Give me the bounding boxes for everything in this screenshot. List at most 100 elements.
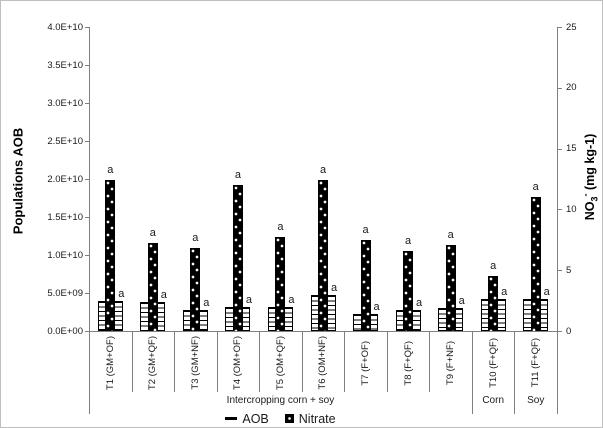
category-label: T9 (F+NF) bbox=[429, 334, 472, 392]
nitrate-bar bbox=[403, 250, 414, 331]
nitrate-sig-label: a bbox=[234, 169, 241, 182]
left-axis-tick-label: 1.0E+10 bbox=[47, 249, 83, 261]
left-axis-line bbox=[89, 27, 90, 331]
axis-group-label: Intercropping corn + soy bbox=[226, 395, 335, 406]
left-axis-tick-label: 1.5E+10 bbox=[47, 211, 83, 223]
category-separator-line bbox=[131, 331, 133, 392]
aob-sig-label: a bbox=[543, 286, 550, 299]
nitrate-sig-label: a bbox=[362, 223, 369, 236]
category-separator-line bbox=[386, 331, 388, 392]
right-axis-tick-mark bbox=[558, 148, 562, 150]
category-separator-line bbox=[301, 331, 303, 392]
aob-sig-label: a bbox=[118, 288, 125, 301]
nitrate-bar bbox=[275, 237, 286, 331]
category-label: T10 (F+QF) bbox=[472, 334, 515, 392]
category-label: T3 (GM+NF) bbox=[174, 334, 217, 392]
nitrate-sig-label: a bbox=[319, 164, 327, 177]
category-label: T6 (OM+NF) bbox=[302, 334, 345, 392]
left-axis-tick-label: 0.0E+00 bbox=[47, 325, 83, 337]
category-separator-line bbox=[344, 331, 346, 392]
category-separator-line bbox=[89, 331, 90, 414]
nitrate-sig-label: a bbox=[447, 228, 454, 241]
right-axis-tick-label: 5 bbox=[566, 264, 572, 276]
legend-label-aob: AOB bbox=[242, 411, 269, 426]
x-axis-line bbox=[87, 331, 561, 332]
left-axis-tick-label: 2.0E+10 bbox=[47, 173, 83, 185]
nitrate-bar bbox=[530, 197, 541, 331]
aob-sig-label: a bbox=[373, 301, 380, 314]
left-axis-tick-mark bbox=[85, 103, 89, 104]
category-label: T8 (F+QF) bbox=[387, 334, 430, 392]
category-separator-line bbox=[259, 331, 261, 392]
left-axis-tick-mark bbox=[85, 217, 89, 218]
category-label-text: T8 (F+QF) bbox=[402, 340, 414, 386]
nitrate-sig-label: a bbox=[490, 260, 497, 273]
right-axis-tick-label: 25 bbox=[566, 21, 577, 33]
aob-sig-label: a bbox=[245, 293, 252, 306]
left-axis-tick-mark bbox=[85, 27, 89, 28]
axis-group-label: Corn bbox=[482, 395, 505, 406]
legend-item-nitrate: Nitrate bbox=[284, 411, 336, 426]
nitrate-sig-label: a bbox=[149, 227, 156, 240]
left-axis-tick-label: 5.0E+09 bbox=[47, 287, 83, 299]
aob-sig-label: a bbox=[288, 293, 295, 306]
left-axis-tick-mark bbox=[85, 331, 89, 332]
right-axis-tick-label: 15 bbox=[566, 143, 577, 155]
axis-group-label: Soy bbox=[527, 395, 545, 406]
category-label-text: T1 (GM+OF) bbox=[104, 335, 116, 391]
category-label-text: T10 (F+QF) bbox=[487, 338, 499, 388]
category-label: T11 (F+QF) bbox=[514, 334, 557, 392]
category-label-text: T2 (GM+QF) bbox=[147, 335, 159, 391]
category-label: T2 (GM+QF) bbox=[132, 334, 175, 392]
nitrate-sig-label: a bbox=[107, 164, 114, 177]
category-label-text: T9 (F+NF) bbox=[445, 340, 457, 386]
category-label-text: T5 (OM+QF) bbox=[274, 335, 286, 391]
nitrate-bar bbox=[488, 276, 499, 331]
category-label-text: T4 (OM+OF) bbox=[232, 335, 244, 391]
category-separator-line bbox=[557, 331, 558, 414]
right-axis-tick-mark bbox=[558, 87, 562, 89]
left-axis-tick-label: 4.0E+10 bbox=[47, 21, 83, 33]
nitrate-sig-label: a bbox=[532, 181, 539, 194]
right-axis-tick-label: 10 bbox=[566, 203, 577, 215]
right-axis-tick-mark bbox=[558, 270, 562, 272]
category-separator-line bbox=[216, 331, 218, 392]
right-axis-tick-mark bbox=[558, 27, 562, 28]
aob-sig-label: a bbox=[203, 297, 210, 310]
right-axis-tick-label: 0 bbox=[566, 325, 572, 337]
aob-sig-label: a bbox=[501, 286, 508, 299]
left-axis-tick-mark bbox=[85, 65, 89, 66]
nitrate-sig-label: a bbox=[192, 232, 199, 245]
aob-sig-label: a bbox=[160, 289, 167, 302]
category-label-text: T6 (OM+NF) bbox=[317, 336, 329, 390]
nitrate-sig-label: a bbox=[277, 221, 284, 234]
right-axis-tick-mark bbox=[558, 209, 562, 211]
category-label: T7 (F+OF) bbox=[344, 334, 387, 392]
right-axis-tick-label: 20 bbox=[566, 82, 577, 94]
legend-item-aob: AOB bbox=[225, 411, 269, 426]
left-axis-tick-label: 2.5E+10 bbox=[47, 135, 83, 147]
category-separator-line bbox=[429, 331, 431, 392]
aob-sig-label: a bbox=[458, 295, 465, 308]
legend-label-nitrate: Nitrate bbox=[298, 411, 336, 426]
right-axis-tick-mark bbox=[558, 331, 562, 332]
nitrate-bar bbox=[105, 180, 116, 331]
nitrate-sig-label: a bbox=[405, 234, 412, 247]
left-axis-tick-mark bbox=[85, 293, 89, 294]
category-label-text: T7 (F+OF) bbox=[360, 340, 372, 386]
category-label: T4 (OM+OF) bbox=[217, 334, 260, 392]
nitrate-series-marker-icon bbox=[284, 414, 294, 423]
nitrate-bar bbox=[232, 185, 243, 331]
left-axis-tick-mark bbox=[85, 141, 89, 142]
nitrate-bar bbox=[360, 239, 371, 331]
category-separator-line bbox=[514, 331, 516, 414]
aob-sig-label: a bbox=[416, 297, 423, 310]
legend: AOB Nitrate bbox=[89, 410, 472, 427]
nitrate-bar bbox=[445, 244, 456, 331]
left-axis-tick-label: 3.5E+10 bbox=[47, 59, 83, 71]
nitrate-bar bbox=[318, 180, 328, 331]
category-label: T5 (OM+QF) bbox=[259, 334, 302, 392]
category-label-text: T3 (GM+NF) bbox=[189, 336, 201, 390]
